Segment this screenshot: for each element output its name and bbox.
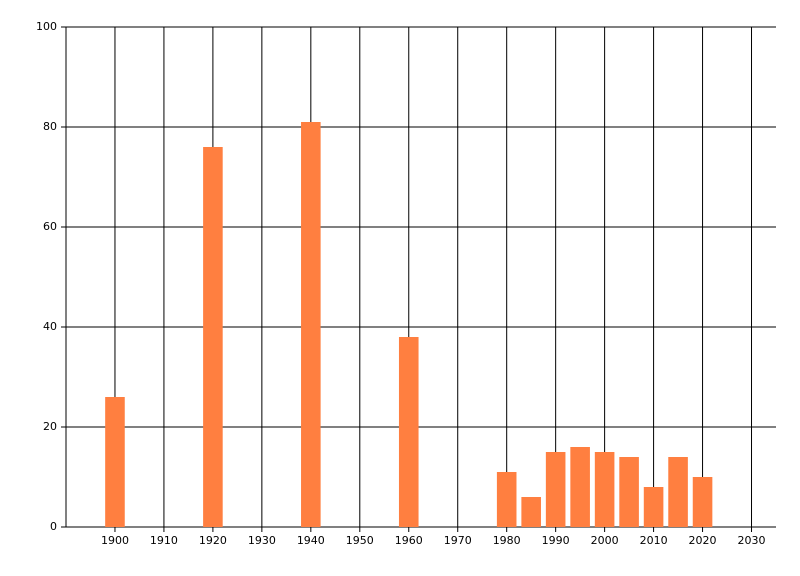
x-tick-label: 1980 (493, 534, 521, 547)
x-tick-label: 1960 (395, 534, 423, 547)
bar (692, 477, 713, 527)
bar (619, 457, 639, 527)
y-tick-label: 20 (43, 420, 57, 433)
x-tick-label: 1990 (542, 534, 570, 547)
x-tick-label: 2030 (738, 534, 766, 547)
x-tick-label: 2000 (591, 534, 619, 547)
bar (301, 122, 321, 527)
bar (545, 452, 566, 527)
x-tick-label: 1930 (248, 534, 276, 547)
x-tick-label: 1910 (150, 534, 178, 547)
x-tick-label: 2020 (689, 534, 717, 547)
x-tick-label: 1970 (444, 534, 472, 547)
x-tick-label: 1920 (199, 534, 227, 547)
bar (496, 472, 517, 527)
bar (570, 447, 590, 527)
bar (594, 452, 615, 527)
y-tick-label: 80 (43, 120, 57, 133)
bar (105, 397, 125, 527)
x-tick-label: 1900 (101, 534, 129, 547)
x-tick-label: 1950 (346, 534, 374, 547)
y-tick-label: 0 (50, 520, 57, 533)
bar (398, 337, 419, 527)
bar (203, 147, 223, 527)
y-tick-label: 40 (43, 320, 57, 333)
bar (643, 487, 664, 527)
bar (521, 497, 541, 527)
x-tick-label: 2010 (640, 534, 668, 547)
y-tick-label: 60 (43, 220, 57, 233)
bar (668, 457, 688, 527)
y-tick-label: 100 (36, 20, 57, 33)
x-tick-label: 1940 (297, 534, 325, 547)
